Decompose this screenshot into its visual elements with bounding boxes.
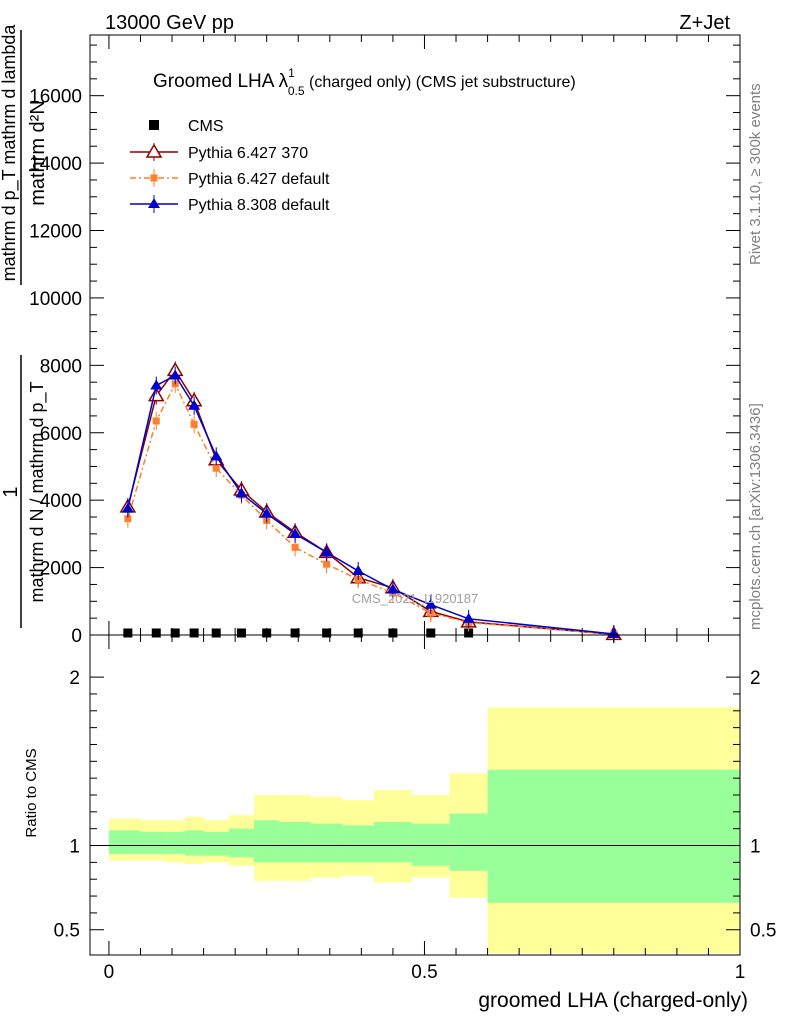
pythia8-point	[462, 612, 475, 623]
cms-point	[211, 628, 221, 638]
y-tick-label: 16000	[29, 87, 82, 108]
pythia8-point	[121, 502, 134, 513]
ratio-stat-band	[279, 821, 311, 863]
ratio-y-tick-label-right: 1	[750, 837, 761, 858]
pythia8-point	[320, 546, 333, 557]
ratio-axes: 0.5 0.51 12 20 0.5 1	[54, 635, 776, 983]
legend-pythia6-default-marker	[150, 174, 158, 182]
series-line-2	[127, 382, 614, 636]
pythia6-default-point	[152, 417, 160, 425]
pythia8-point	[424, 598, 437, 609]
x-axis-label: groomed LHA (charged-only)	[478, 989, 748, 1012]
x-tick-label: 1	[735, 962, 746, 983]
legend-cms-marker	[149, 120, 159, 130]
ratio-stat-band	[487, 769, 740, 903]
pythia8-point	[352, 564, 365, 575]
cms-point	[123, 628, 133, 638]
watermark: CMS_2021_I1920187	[352, 591, 479, 606]
cms-point	[262, 628, 272, 638]
series-line-3	[127, 374, 614, 635]
ylabel-denominator: mathrm d N / mathrm d p_T	[27, 381, 48, 602]
ylabel-top: mathrm d²N	[27, 100, 49, 206]
y-tick-label: 12000	[29, 222, 82, 243]
legend-label: CMS	[188, 118, 224, 135]
ratio-stat-band	[254, 820, 280, 863]
pythia8-point	[169, 369, 182, 380]
y-tick-label: 0	[71, 626, 82, 647]
ratio-stat-band	[203, 832, 229, 856]
ratio-stat-band	[411, 823, 450, 866]
pythia8-point	[386, 583, 399, 594]
legend-label: Pythia 6.427 default	[188, 171, 330, 188]
pythia8-point	[210, 450, 223, 461]
ratio-stat-band	[342, 825, 374, 863]
ratio-y-tick-label-right: 2	[750, 668, 761, 689]
pythia6-default-point	[291, 543, 299, 551]
cms-point	[388, 628, 398, 638]
ratio-stat-band	[108, 830, 141, 854]
pythia6-default-point	[212, 464, 220, 472]
legend-label: Pythia 6.427 370	[188, 145, 308, 162]
pythia6-default-point	[190, 420, 198, 428]
ratio-stat-band	[310, 823, 343, 863]
title-sub: 0.5	[288, 84, 305, 98]
legend-pythia8-marker	[148, 198, 160, 208]
ratio-ylabel: Ratio to CMS	[23, 748, 40, 837]
pythia8-point	[289, 527, 302, 538]
title-sup: 1	[288, 66, 295, 80]
pythia8-point	[260, 507, 273, 518]
x-tick-label: 0	[104, 962, 115, 983]
rivet-label: Rivet 3.1.10, ≥ 300k events	[747, 83, 764, 265]
cms-point	[322, 628, 332, 638]
y-tick-label: 14000	[29, 154, 82, 175]
cms-point	[151, 628, 161, 638]
cms-point	[426, 628, 436, 638]
cms-point	[464, 628, 474, 638]
cms-point	[236, 628, 246, 638]
ratio-bands	[90, 707, 740, 954]
chart-title: Groomed LHA λ1 0.5 (charged only) (CMS je…	[153, 66, 576, 98]
title-main: Groomed LHA	[153, 71, 279, 92]
ratio-stat-band	[228, 828, 255, 858]
ratio-stat-band	[184, 830, 204, 856]
ratio-stat-band	[165, 832, 185, 854]
ratio-stat-band	[140, 832, 166, 854]
pythia6-default-point	[124, 515, 132, 523]
y-axis-label: mathrm d²N mathrm d p_T mathrm d lambda …	[0, 24, 49, 628]
ratio-y-tick-label: 0.5	[54, 921, 80, 942]
y-tick-label: 2000	[40, 559, 82, 580]
legend: CMS Pythia 6.427 370 Pythia 6.427 default P…	[130, 118, 330, 214]
legend-label: Pythia 8.308 default	[188, 197, 330, 214]
y-tick-label: 10000	[29, 289, 82, 310]
x-tick-label: 0.5	[411, 962, 437, 983]
title-rest: (charged only) (CMS jet substructure)	[305, 74, 576, 91]
title-lambda: λ	[279, 71, 289, 92]
ratio-y-tick-label: 2	[69, 668, 80, 689]
header-left: 13000 GeV pp	[105, 12, 234, 34]
main-axes: 0 2000 4000 6000 8000 10000 12000 14000 16000	[29, 35, 741, 647]
cms-point	[353, 628, 363, 638]
main-series	[119, 361, 623, 644]
pythia8-point	[150, 379, 163, 390]
mcplots-label: mcplots.cern.ch [arXiv:1306.3436]	[747, 403, 764, 630]
y-tick-label: 6000	[40, 424, 82, 445]
pythia8-point	[235, 487, 248, 498]
ylabel-numerator: 1	[0, 486, 22, 497]
header-right: Z+Jet	[679, 12, 730, 34]
y-tick-label: 8000	[40, 356, 82, 377]
y-tick-label: 4000	[40, 491, 82, 512]
cms-point	[189, 628, 199, 638]
legend-pythia6-370-marker	[145, 143, 163, 158]
pythia8-point	[188, 399, 201, 410]
ratio-stat-band	[373, 821, 412, 863]
pythia6-default-point	[323, 560, 331, 568]
ratio-y-tick-label-right: 0.5	[750, 921, 776, 942]
cms-point	[170, 628, 180, 638]
ratio-y-tick-label: 1	[69, 837, 80, 858]
ylabel-bottom: mathrm d p_T mathrm d lambda	[0, 24, 20, 282]
cms-point	[290, 628, 300, 638]
ratio-stat-band	[449, 813, 488, 871]
